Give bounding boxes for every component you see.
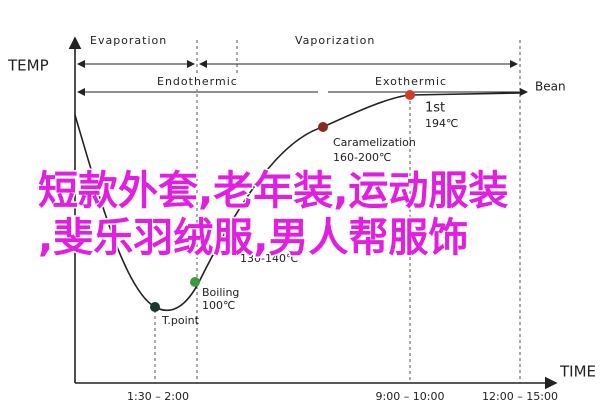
- x-axis-label: TIME: [559, 363, 596, 381]
- point: [318, 122, 328, 132]
- y-axis-label: TEMP: [7, 57, 49, 75]
- reaction-label: Endothermic: [157, 75, 238, 88]
- overlay-text: ,斐乐羽绒服,男人帮服饰: [38, 215, 468, 261]
- reaction-label: Exothermic: [375, 75, 447, 88]
- point-temp: 160-200℃: [333, 151, 391, 164]
- time-label: 1:30 – 2:00: [127, 390, 189, 403]
- phase-label: Evaporation: [90, 34, 167, 47]
- point-label: Boiling: [202, 286, 239, 299]
- point: [405, 90, 415, 100]
- point-temp: 194℃: [425, 117, 458, 130]
- point: [190, 277, 200, 287]
- point-temp: 100℃: [202, 299, 235, 312]
- point: [150, 302, 160, 312]
- time-label: 9:00 – 10:00: [376, 390, 445, 403]
- bean-label: Bean: [535, 80, 566, 94]
- temperature-curve: [74, 92, 523, 312]
- point-label: Caramelization: [333, 136, 416, 149]
- point-temp: 130-140℃: [240, 252, 298, 265]
- overlay-text: 短款外套,老年装,运动服装: [38, 168, 508, 214]
- point-label: 1st: [425, 101, 445, 116]
- phase-label: Vaporization: [295, 34, 375, 47]
- label-bg: [150, 75, 270, 89]
- point-label: T.point: [161, 314, 200, 327]
- time-label: 12:00 – 15:00: [482, 390, 558, 403]
